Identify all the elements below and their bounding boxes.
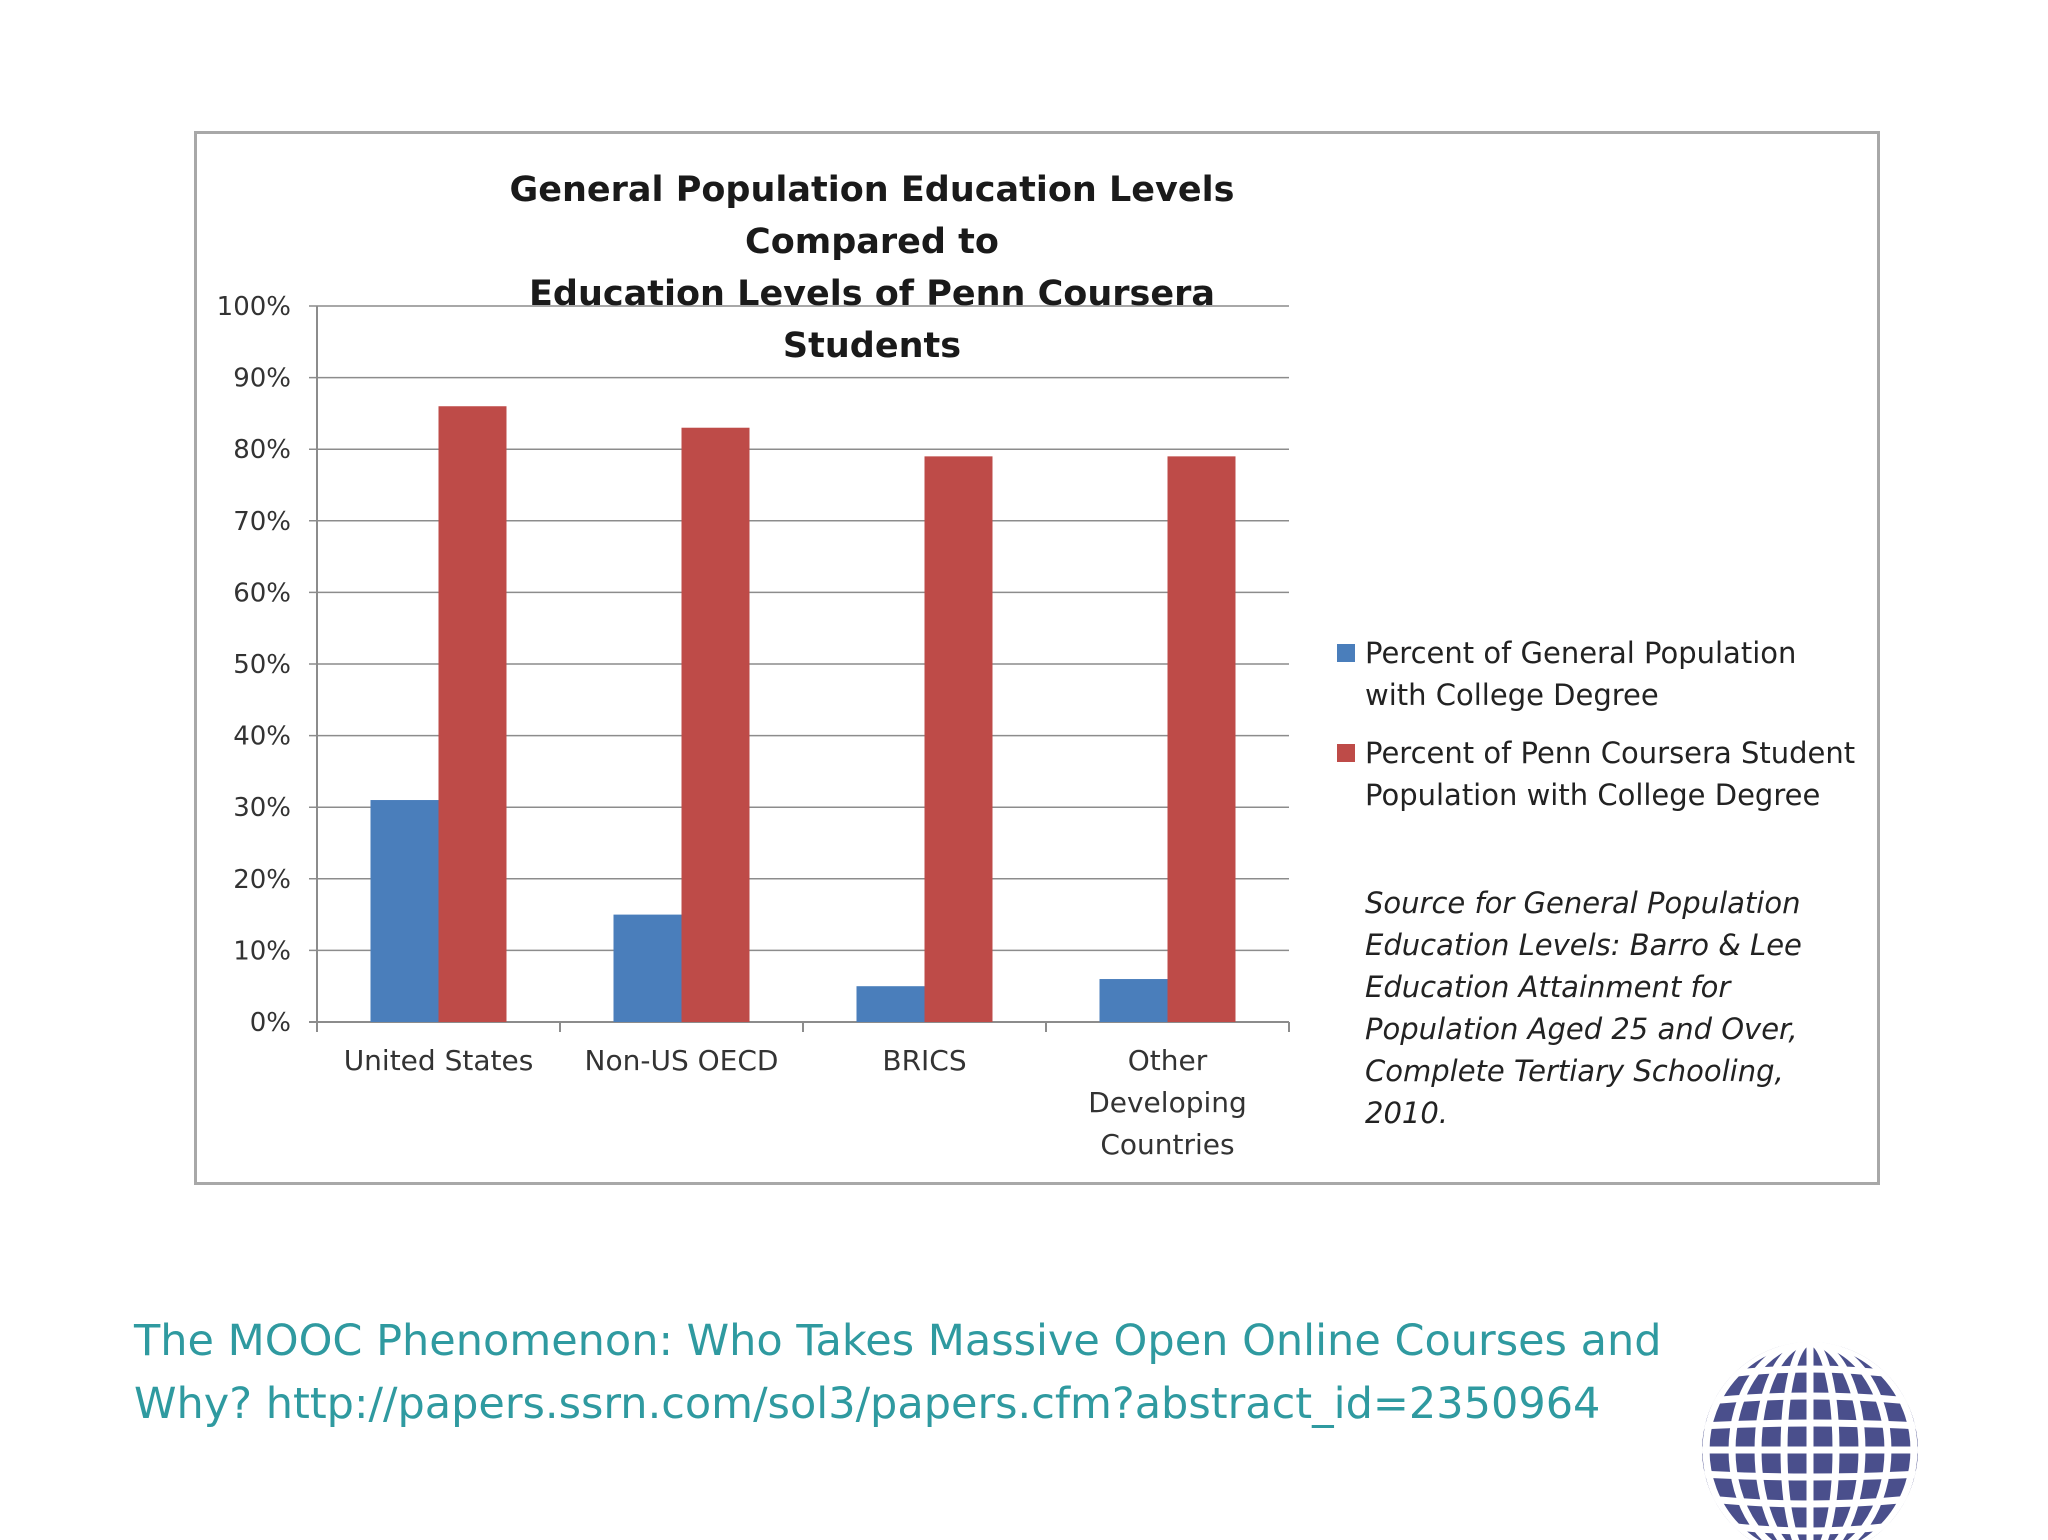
bar-general-population [1099, 979, 1168, 1022]
legend-label-coursera-students: Percent of Penn Coursera Student Populat… [1365, 736, 1856, 812]
x-category-label: United States [344, 1044, 534, 1077]
chart-frame: General Population Education Levels Comp… [194, 131, 1880, 1185]
y-tick-label: 90% [233, 364, 291, 394]
y-tick-label: 80% [233, 435, 291, 465]
y-tick-label: 100% [217, 292, 291, 322]
y-tick-label: 50% [233, 650, 291, 680]
y-tick-label: 70% [233, 507, 291, 537]
legend-swatch-coursera-students [1337, 744, 1355, 762]
y-tick-label: 20% [233, 865, 291, 895]
bar-chart: 0% 10% 20% 30% 40% 50% 60% 70% 80% 90% 100% United … [217, 292, 1290, 1161]
bar-coursera-students [1167, 456, 1236, 1022]
y-tick-label: 60% [233, 578, 291, 608]
y-tick-label: 30% [233, 793, 291, 823]
bar-coursera-students [681, 427, 750, 1023]
bar-coursera-students [924, 456, 993, 1022]
x-category-label: Other [1128, 1044, 1208, 1077]
bar-general-population [370, 800, 439, 1022]
bar-general-population [856, 986, 925, 1022]
bar-coursera-students [438, 406, 507, 1022]
y-tick-label: 0% [250, 1008, 291, 1038]
chart-title: General Population Education Levels Comp… [509, 170, 1235, 366]
source-note: Source for General Population Education … [1365, 886, 1802, 1130]
x-category-label: Developing [1088, 1086, 1247, 1119]
x-category-label: Non-US OECD [585, 1044, 779, 1077]
legend-swatch-general-population [1337, 644, 1355, 662]
globe-icon [1702, 1342, 1918, 1540]
x-category-label: Countries [1100, 1128, 1234, 1161]
legend-label-general-population: Percent of General Population with Colle… [1365, 636, 1797, 712]
bar-general-population [613, 914, 682, 1022]
y-tick-label: 40% [233, 722, 291, 752]
caption: The MOOC Phenomenon: Who Takes Massive O… [134, 1316, 1662, 1429]
x-category-label: BRICS [882, 1044, 966, 1077]
y-tick-label: 10% [233, 936, 291, 966]
